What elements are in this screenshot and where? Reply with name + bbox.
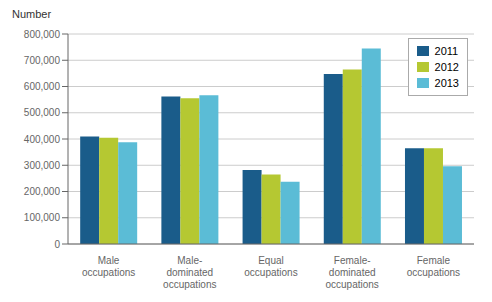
svg-text:700,000: 700,000 bbox=[24, 55, 61, 66]
svg-text:Femaleoccupations: Femaleoccupations bbox=[407, 255, 460, 278]
svg-text:400,000: 400,000 bbox=[24, 134, 61, 145]
svg-text:600,000: 600,000 bbox=[24, 81, 61, 92]
svg-text:800,000: 800,000 bbox=[24, 29, 61, 40]
svg-text:Male-dominatedoccupations: Male-dominatedoccupations bbox=[163, 255, 216, 290]
svg-text:200,000: 200,000 bbox=[24, 186, 61, 197]
svg-text:Maleoccupations: Maleoccupations bbox=[82, 255, 135, 278]
svg-text:300,000: 300,000 bbox=[24, 160, 61, 171]
html-text:2012: 2012 bbox=[434, 61, 459, 73]
svg-text:500,000: 500,000 bbox=[24, 107, 61, 118]
html-text:2013: 2013 bbox=[434, 77, 459, 89]
html-text:Number: Number bbox=[12, 8, 52, 20]
svg-text:0: 0 bbox=[54, 239, 60, 250]
svg-text:Female-dominatedoccupations: Female-dominatedoccupations bbox=[326, 255, 379, 290]
svg-text:100,000: 100,000 bbox=[24, 212, 61, 223]
html-text:2011: 2011 bbox=[434, 45, 459, 57]
svg-text:Equaloccupations: Equaloccupations bbox=[244, 255, 297, 278]
